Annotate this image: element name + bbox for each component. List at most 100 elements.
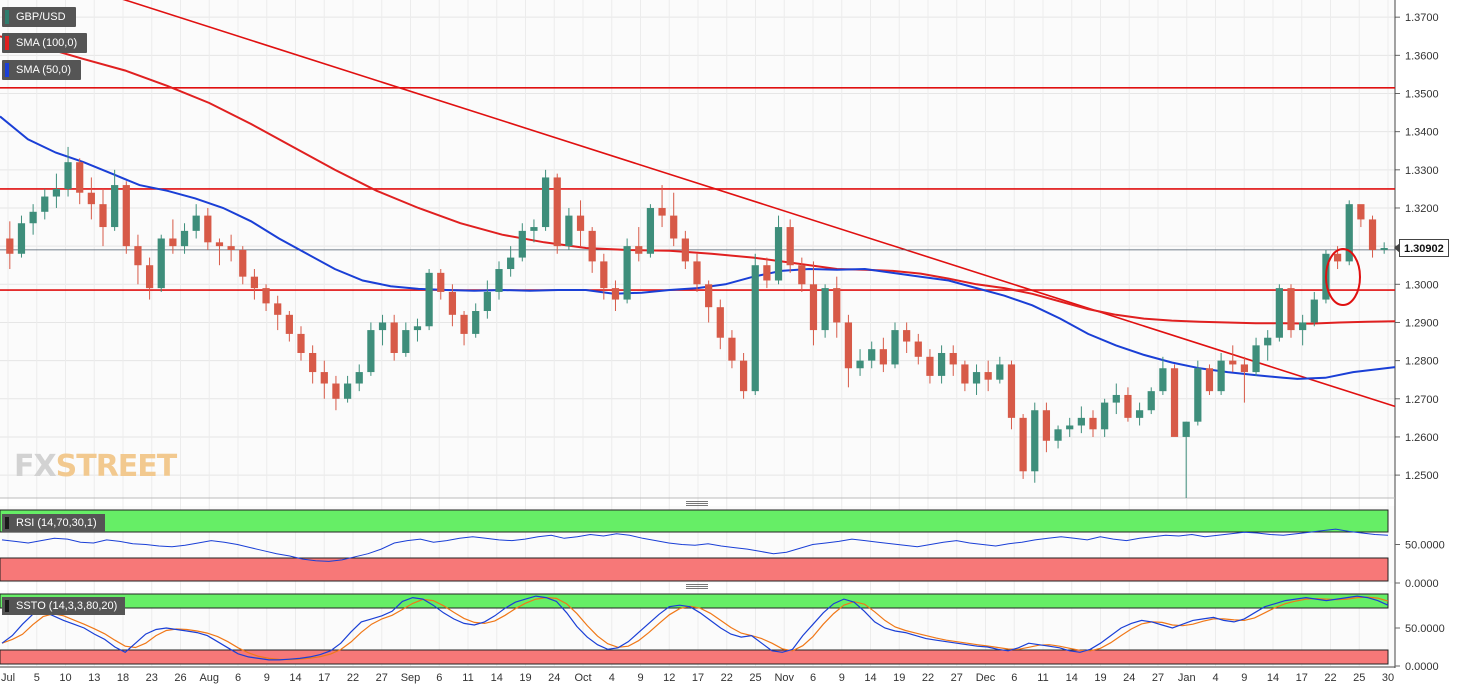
candle-body <box>99 204 107 228</box>
candle-body <box>1147 391 1155 411</box>
rsi-legend[interactable]: RSI (14,70,30,1) <box>2 514 105 532</box>
candle-body <box>76 162 84 193</box>
candle-body <box>169 238 177 247</box>
y-tick-label: 1.2500 <box>1405 470 1439 482</box>
candle-body <box>17 223 26 254</box>
candle-body <box>29 211 37 224</box>
x-tick-label: 17 <box>318 672 330 684</box>
candle-body <box>1101 402 1109 430</box>
x-tick-label: Jul <box>1 672 15 684</box>
candle-body <box>1112 394 1120 403</box>
sma100-legend[interactable]: SMA (100,0) <box>2 33 88 53</box>
y-tick-label: 1.3000 <box>1405 279 1439 291</box>
x-tick-label: 5 <box>34 672 40 684</box>
rsi-swatch <box>5 517 9 529</box>
candle-body <box>215 242 224 247</box>
candle-body <box>64 162 72 189</box>
candle-body <box>87 192 95 205</box>
x-tick-label: 13 <box>88 672 100 684</box>
x-tick-label: 22 <box>721 672 733 684</box>
candle-body <box>856 360 864 369</box>
candle-body <box>658 207 666 216</box>
candle-body <box>763 265 771 281</box>
candle-body <box>553 177 561 247</box>
stoch-legend[interactable]: SSTO (14,3,3,80,20) <box>2 597 126 615</box>
candle-body <box>320 372 328 384</box>
candle-body <box>343 383 352 399</box>
candle-body <box>530 227 538 231</box>
pane-resize-handle-stoch[interactable] <box>686 584 708 590</box>
candle-body <box>448 291 457 315</box>
candle-body <box>565 215 573 247</box>
stoch-k-line <box>1 595 1389 661</box>
x-tick-label: 23 <box>146 672 158 684</box>
symbol-swatch <box>5 10 9 24</box>
x-tick-label: Sep <box>401 672 421 684</box>
pane-resize-handle-rsi[interactable] <box>686 501 708 507</box>
candle-body <box>821 288 829 331</box>
x-tick-label: 9 <box>637 672 643 684</box>
candle-body <box>285 314 293 334</box>
x-tick-label: Nov <box>774 672 794 684</box>
stoch-y-tick-label: 0.0000 <box>1405 661 1439 673</box>
x-tick-label: 4 <box>609 672 615 684</box>
candle-body <box>1264 337 1272 346</box>
rsi-overbought-band <box>0 509 1389 533</box>
candle-body <box>926 356 934 376</box>
x-tick-label: 19 <box>893 672 905 684</box>
x-tick-label: 11 <box>462 672 473 684</box>
candle-body <box>1252 345 1260 373</box>
x-tick-label: 6 <box>235 672 241 684</box>
x-tick-label: 9 <box>264 672 270 684</box>
sma50-legend[interactable]: SMA (50,0) <box>2 60 82 80</box>
candle-body <box>1077 417 1085 426</box>
candle-body <box>180 230 189 247</box>
x-tick-label: 10 <box>59 672 71 684</box>
candle-body <box>437 272 445 292</box>
candle-body <box>204 215 212 243</box>
y-tick-label: 1.2600 <box>1405 432 1439 444</box>
candle-body <box>681 238 689 262</box>
candle-body <box>1380 248 1388 250</box>
candle-body <box>378 322 387 331</box>
candle-body <box>635 246 643 254</box>
candle-body <box>1089 417 1097 430</box>
candle-body <box>716 307 724 338</box>
candle-body <box>728 337 736 361</box>
candle-body <box>774 227 783 281</box>
x-tick-label: 6 <box>1011 672 1017 684</box>
x-tick-label: Aug <box>199 672 219 684</box>
candle-body <box>297 333 305 353</box>
x-tick-label: 24 <box>1123 672 1135 684</box>
symbol-legend[interactable]: GBP/USD <box>2 7 76 27</box>
candle-body <box>402 330 410 353</box>
x-tick-label: 22 <box>347 672 359 684</box>
candle-body <box>309 352 317 373</box>
x-tick-label: 27 <box>951 672 963 684</box>
sma50-swatch <box>5 63 9 77</box>
candle-body <box>157 238 165 289</box>
x-tick-label: 25 <box>749 672 761 684</box>
candle-body <box>250 276 259 289</box>
x-tick-label: 14 <box>491 672 503 684</box>
x-tick-label: 19 <box>519 672 531 684</box>
y-tick-label: 1.3600 <box>1405 50 1439 62</box>
x-tick-label: 17 <box>692 672 704 684</box>
rsi-y-tick-label: 50.0000 <box>1405 540 1445 552</box>
candle-body <box>1217 360 1225 392</box>
candle-body <box>1042 410 1051 441</box>
candle-body <box>1019 417 1027 472</box>
candle-body <box>1205 368 1214 392</box>
x-tick-label: 25 <box>1353 672 1365 684</box>
candle-body <box>425 272 433 327</box>
x-tick-label: Dec <box>976 672 996 684</box>
stoch-swatch <box>5 600 9 612</box>
x-tick-label: 9 <box>1241 672 1247 684</box>
y-tick-label: 1.3300 <box>1405 165 1439 177</box>
candle-body <box>1357 204 1365 220</box>
candle-body <box>693 261 701 285</box>
candle-body <box>507 257 515 270</box>
candle-body <box>670 215 678 239</box>
candle-body <box>41 196 49 212</box>
candle-body <box>996 364 1004 380</box>
